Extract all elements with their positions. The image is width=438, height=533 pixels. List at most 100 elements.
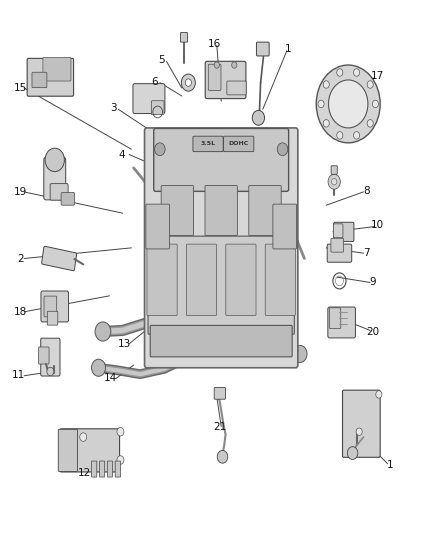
FancyBboxPatch shape [39,347,49,364]
FancyBboxPatch shape [154,128,289,191]
Circle shape [277,143,288,156]
Text: 8: 8 [363,186,370,196]
Text: 9: 9 [370,278,377,287]
Circle shape [337,69,343,76]
FancyBboxPatch shape [60,429,120,472]
FancyBboxPatch shape [47,311,58,325]
Text: 5: 5 [158,55,165,65]
Circle shape [252,110,265,125]
FancyBboxPatch shape [41,338,60,376]
Text: 18: 18 [14,307,27,317]
FancyBboxPatch shape [249,185,281,236]
Text: 6: 6 [152,77,159,87]
FancyBboxPatch shape [214,387,226,399]
FancyBboxPatch shape [180,33,187,42]
FancyBboxPatch shape [328,307,356,338]
Text: 2: 2 [17,254,24,263]
Circle shape [233,331,245,346]
Circle shape [376,391,382,398]
FancyBboxPatch shape [32,72,47,87]
Circle shape [367,119,373,127]
FancyBboxPatch shape [343,390,380,457]
Text: 21: 21 [214,423,227,432]
FancyBboxPatch shape [148,236,294,334]
Circle shape [356,428,362,435]
Circle shape [117,456,124,464]
Circle shape [353,132,360,139]
FancyBboxPatch shape [150,325,292,357]
Text: 16: 16 [208,39,221,49]
Circle shape [328,174,340,189]
Circle shape [318,100,324,108]
FancyBboxPatch shape [44,296,57,317]
FancyBboxPatch shape [61,192,74,205]
Text: 4: 4 [118,150,125,159]
Text: 1: 1 [386,460,393,470]
Text: 11: 11 [12,370,25,380]
FancyBboxPatch shape [107,461,113,477]
Circle shape [372,100,378,108]
Text: 12: 12 [78,468,91,478]
Text: 19: 19 [14,187,27,197]
Circle shape [117,427,124,436]
FancyBboxPatch shape [257,42,269,56]
Circle shape [316,65,380,143]
Text: DOHC: DOHC [229,141,249,147]
FancyBboxPatch shape [333,224,343,238]
FancyBboxPatch shape [147,244,177,316]
FancyBboxPatch shape [27,58,74,96]
FancyBboxPatch shape [226,244,256,316]
FancyBboxPatch shape [331,238,344,252]
Circle shape [353,69,360,76]
Circle shape [217,450,228,463]
Text: 17: 17 [371,71,384,80]
Circle shape [45,148,64,172]
FancyBboxPatch shape [42,246,77,271]
FancyBboxPatch shape [205,61,246,99]
Text: 3: 3 [110,103,117,113]
FancyBboxPatch shape [92,461,97,477]
FancyBboxPatch shape [273,204,297,249]
FancyBboxPatch shape [327,244,352,262]
FancyBboxPatch shape [205,185,237,236]
Circle shape [214,62,219,68]
FancyBboxPatch shape [161,185,194,236]
FancyBboxPatch shape [152,101,164,115]
Circle shape [95,322,111,341]
FancyBboxPatch shape [115,461,120,477]
FancyBboxPatch shape [334,222,354,241]
Text: 10: 10 [371,220,384,230]
FancyBboxPatch shape [41,291,68,322]
FancyBboxPatch shape [50,183,68,200]
Text: 3.5L: 3.5L [201,141,215,147]
Text: 13: 13 [118,340,131,349]
Circle shape [293,345,307,362]
Text: 1: 1 [285,44,292,54]
FancyBboxPatch shape [146,204,170,249]
Circle shape [328,80,368,128]
FancyBboxPatch shape [44,157,66,200]
Text: 14: 14 [104,374,117,383]
Text: 7: 7 [363,248,370,257]
FancyBboxPatch shape [329,308,341,328]
FancyBboxPatch shape [193,136,223,151]
FancyBboxPatch shape [265,244,296,316]
FancyBboxPatch shape [99,461,105,477]
Text: 20: 20 [367,327,380,336]
Circle shape [47,367,54,376]
Circle shape [323,119,329,127]
Circle shape [337,132,343,139]
Circle shape [80,433,87,441]
Circle shape [232,62,237,68]
Circle shape [181,74,195,91]
FancyBboxPatch shape [331,166,337,174]
FancyBboxPatch shape [145,128,298,368]
Text: 15: 15 [14,84,27,93]
Circle shape [92,359,106,376]
Circle shape [323,81,329,88]
FancyBboxPatch shape [187,244,216,316]
Circle shape [155,143,165,156]
Circle shape [347,447,358,459]
FancyBboxPatch shape [43,58,71,81]
FancyBboxPatch shape [227,81,246,95]
